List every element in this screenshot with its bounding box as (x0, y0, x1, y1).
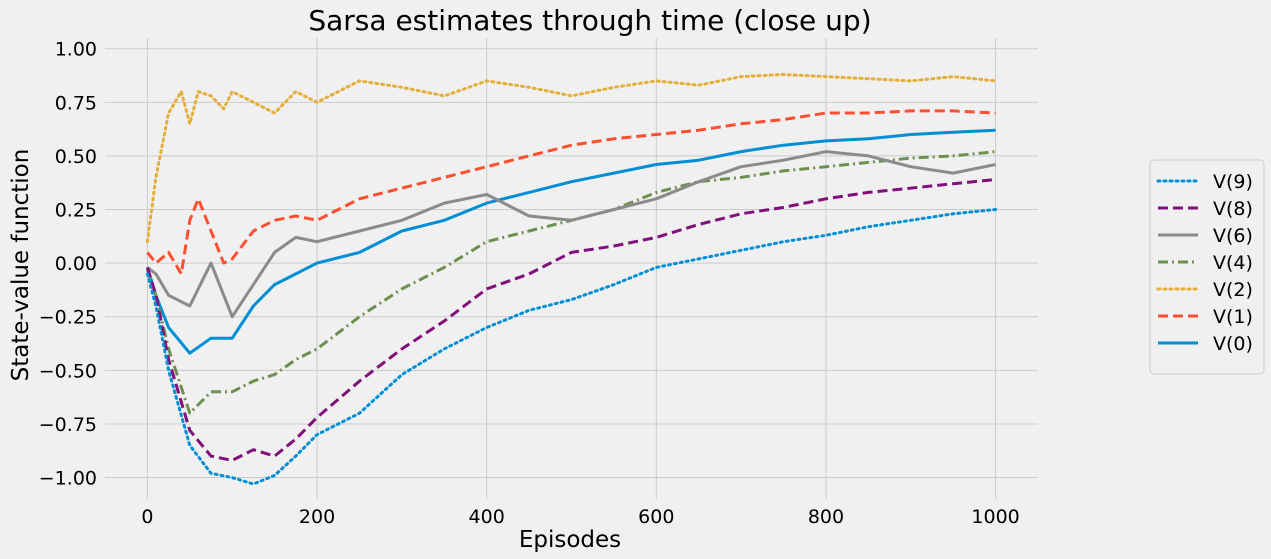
series-line-v0 (145, 128, 996, 355)
series-line-v1 (146, 109, 996, 276)
y-tick-label: 1.00 (55, 39, 97, 61)
series-line-v8 (145, 178, 996, 462)
legend-label: V(4) (1213, 252, 1253, 274)
y-tick-label: −0.25 (39, 307, 97, 329)
series-layer (145, 73, 998, 486)
x-tick-label: 0 (141, 506, 153, 528)
x-tick-label: 600 (638, 506, 674, 528)
chart-title: Sarsa estimates through time (close up) (308, 4, 871, 37)
legend-label: V(9) (1213, 171, 1253, 193)
y-tick-label: 0.50 (55, 146, 97, 168)
x-tick-label: 800 (808, 506, 844, 528)
y-tick-label: 0.25 (55, 200, 97, 222)
y-tick-label: 0.00 (55, 253, 97, 275)
y-tick-label: −0.75 (39, 414, 97, 436)
y-axis-title: State-value function (8, 149, 34, 382)
series-line-v9 (145, 208, 998, 486)
legend: V(9) V(8) V(6) V(4) V(2) V(1) V(0) (1149, 159, 1265, 375)
legend-label: V(8) (1213, 198, 1253, 220)
series-line-v2 (145, 73, 998, 244)
series-line-v6 (146, 150, 996, 319)
x-tick-label: 200 (299, 506, 335, 528)
legend-label: V(6) (1213, 225, 1253, 247)
y-tick-label: −0.50 (39, 360, 97, 382)
legend-label: V(0) (1213, 333, 1253, 355)
x-tick-label: 1000 (971, 506, 1019, 528)
legend-frame (1149, 159, 1265, 375)
x-tick-label: 400 (469, 506, 505, 528)
series-line-v4 (145, 150, 996, 415)
y-tick-label: −1.00 (39, 468, 97, 490)
x-axis-title: Episodes (519, 527, 621, 553)
y-tick-label: 0.75 (55, 92, 97, 114)
legend-label: V(1) (1213, 306, 1253, 328)
legend-label: V(2) (1213, 279, 1253, 301)
grid (105, 38, 1038, 499)
tick-labels: 0 200 400 600 800 1000 −1.00 −0.75 −0.50 −0.25 0.0… (39, 39, 1020, 528)
